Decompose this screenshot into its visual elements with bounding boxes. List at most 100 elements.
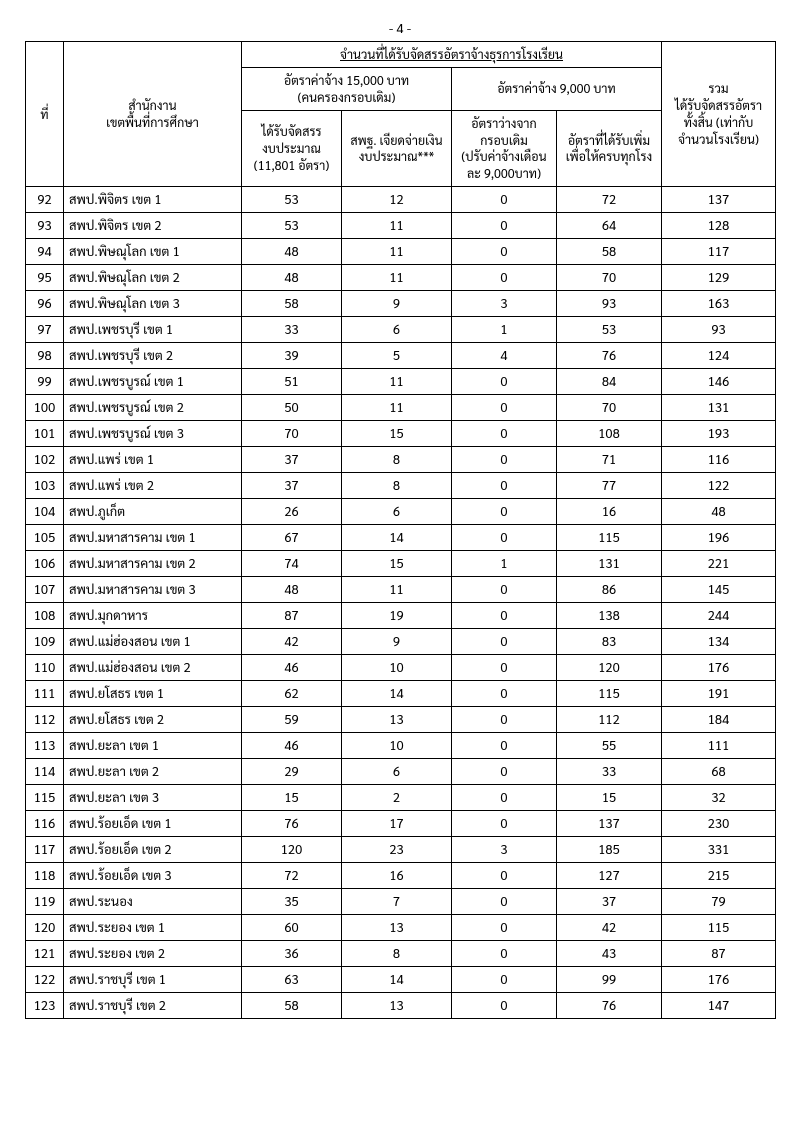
row-c1: 53 <box>242 213 342 239</box>
row-total: 215 <box>662 863 776 889</box>
row-c2: 16 <box>342 863 452 889</box>
row-c3: 0 <box>452 525 557 551</box>
row-office-name: สพป.ยโสธร เขต 2 <box>64 707 242 733</box>
row-total: 193 <box>662 421 776 447</box>
row-office-name: สพป.แพร่ เขต 2 <box>64 473 242 499</box>
row-c1: 50 <box>242 395 342 421</box>
row-seq: 93 <box>26 213 64 239</box>
table-row: 97สพป.เพชรบุรี เขต 133615393 <box>26 317 776 343</box>
table-row: 112สพป.ยโสธร เขต 259130112184 <box>26 707 776 733</box>
row-office-name: สพป.เพชรบูรณ์ เขต 2 <box>64 395 242 421</box>
row-total: 32 <box>662 785 776 811</box>
row-c4: 137 <box>557 811 662 837</box>
table-row: 106สพป.มหาสารคาม เขต 274151131221 <box>26 551 776 577</box>
row-office-name: สพป.ยะลา เขต 3 <box>64 785 242 811</box>
row-c1: 72 <box>242 863 342 889</box>
row-c3: 0 <box>452 499 557 525</box>
row-office-name: สพป.เพชรบุรี เขต 2 <box>64 343 242 369</box>
table-row: 98สพป.เพชรบุรี เขต 2395476124 <box>26 343 776 369</box>
row-c1: 63 <box>242 967 342 993</box>
table-row: 111สพป.ยโสธร เขต 162140115191 <box>26 681 776 707</box>
row-office-name: สพป.พิจิตร เขต 1 <box>64 187 242 213</box>
row-c1: 51 <box>242 369 342 395</box>
row-office-name: สพป.มหาสารคาม เขต 3 <box>64 577 242 603</box>
row-total: 163 <box>662 291 776 317</box>
table-row: 114สพป.ยะลา เขต 229603368 <box>26 759 776 785</box>
row-seq: 113 <box>26 733 64 759</box>
row-c4: 138 <box>557 603 662 629</box>
row-total: 145 <box>662 577 776 603</box>
row-c3: 0 <box>452 681 557 707</box>
header-rate15000: อัตราค่าจ้าง 15,000 บาท (คนครองกรอบเดิม) <box>242 67 452 110</box>
row-c1: 36 <box>242 941 342 967</box>
row-c1: 37 <box>242 447 342 473</box>
row-c4: 115 <box>557 525 662 551</box>
table-row: 101สพป.เพชรบูรณ์ เขต 370150108193 <box>26 421 776 447</box>
header-c4: อัตราที่ได้รับเพิ่ม เพื่อให้ครบทุกโรง <box>557 110 662 187</box>
row-total: 124 <box>662 343 776 369</box>
row-seq: 109 <box>26 629 64 655</box>
table-row: 104สพป.ภูเก็ต26601648 <box>26 499 776 525</box>
row-seq: 107 <box>26 577 64 603</box>
row-c4: 112 <box>557 707 662 733</box>
row-c4: 83 <box>557 629 662 655</box>
row-c2: 11 <box>342 265 452 291</box>
row-c1: 33 <box>242 317 342 343</box>
row-total: 115 <box>662 915 776 941</box>
row-c4: 15 <box>557 785 662 811</box>
page-number: - 4 - <box>25 20 775 37</box>
row-c2: 14 <box>342 967 452 993</box>
row-c4: 58 <box>557 239 662 265</box>
table-row: 109สพป.แม่ฮ่องสอน เขต 1429083134 <box>26 629 776 655</box>
table-row: 110สพป.แม่ฮ่องสอน เขต 246100120176 <box>26 655 776 681</box>
row-c1: 35 <box>242 889 342 915</box>
row-total: 87 <box>662 941 776 967</box>
row-c2: 10 <box>342 655 452 681</box>
row-c1: 53 <box>242 187 342 213</box>
table-row: 121สพป.ระยอง เขต 236804387 <box>26 941 776 967</box>
row-c2: 14 <box>342 681 452 707</box>
row-c2: 13 <box>342 707 452 733</box>
row-total: 128 <box>662 213 776 239</box>
row-c2: 7 <box>342 889 452 915</box>
table-row: 105สพป.มหาสารคาม เขต 167140115196 <box>26 525 776 551</box>
header-c3: อัตราว่างจาก กรอบเดิม (ปรับค่าจ้างเดือน … <box>452 110 557 187</box>
row-c1: 58 <box>242 291 342 317</box>
table-row: 122สพป.ราชบุรี เขต 16314099176 <box>26 967 776 993</box>
row-seq: 106 <box>26 551 64 577</box>
row-office-name: สพป.แม่ฮ่องสอน เขต 2 <box>64 655 242 681</box>
row-c2: 11 <box>342 213 452 239</box>
header-total: รวม ได้รับจัดสรรอัตรา ทั้งสิ้น (เท่ากับ … <box>662 42 776 187</box>
row-total: 129 <box>662 265 776 291</box>
table-row: 123สพป.ราชบุรี เขต 25813076147 <box>26 993 776 1019</box>
row-seq: 105 <box>26 525 64 551</box>
row-total: 93 <box>662 317 776 343</box>
row-c4: 70 <box>557 395 662 421</box>
row-c1: 46 <box>242 655 342 681</box>
row-seq: 111 <box>26 681 64 707</box>
row-total: 117 <box>662 239 776 265</box>
row-c2: 10 <box>342 733 452 759</box>
table-row: 103สพป.แพร่ เขต 2378077122 <box>26 473 776 499</box>
row-c2: 6 <box>342 759 452 785</box>
table-row: 94สพป.พิษณุโลก เขต 14811058117 <box>26 239 776 265</box>
row-c3: 0 <box>452 785 557 811</box>
row-c3: 0 <box>452 421 557 447</box>
row-c3: 3 <box>452 837 557 863</box>
row-total: 147 <box>662 993 776 1019</box>
row-office-name: สพป.ภูเก็ต <box>64 499 242 525</box>
row-c1: 48 <box>242 239 342 265</box>
row-c4: 115 <box>557 681 662 707</box>
table-row: 92สพป.พิจิตร เขต 15312072137 <box>26 187 776 213</box>
row-seq: 112 <box>26 707 64 733</box>
row-c1: 42 <box>242 629 342 655</box>
row-seq: 115 <box>26 785 64 811</box>
row-c4: 76 <box>557 343 662 369</box>
row-seq: 102 <box>26 447 64 473</box>
row-c1: 37 <box>242 473 342 499</box>
row-c3: 0 <box>452 941 557 967</box>
row-c4: 108 <box>557 421 662 447</box>
row-seq: 116 <box>26 811 64 837</box>
row-seq: 95 <box>26 265 64 291</box>
row-seq: 103 <box>26 473 64 499</box>
